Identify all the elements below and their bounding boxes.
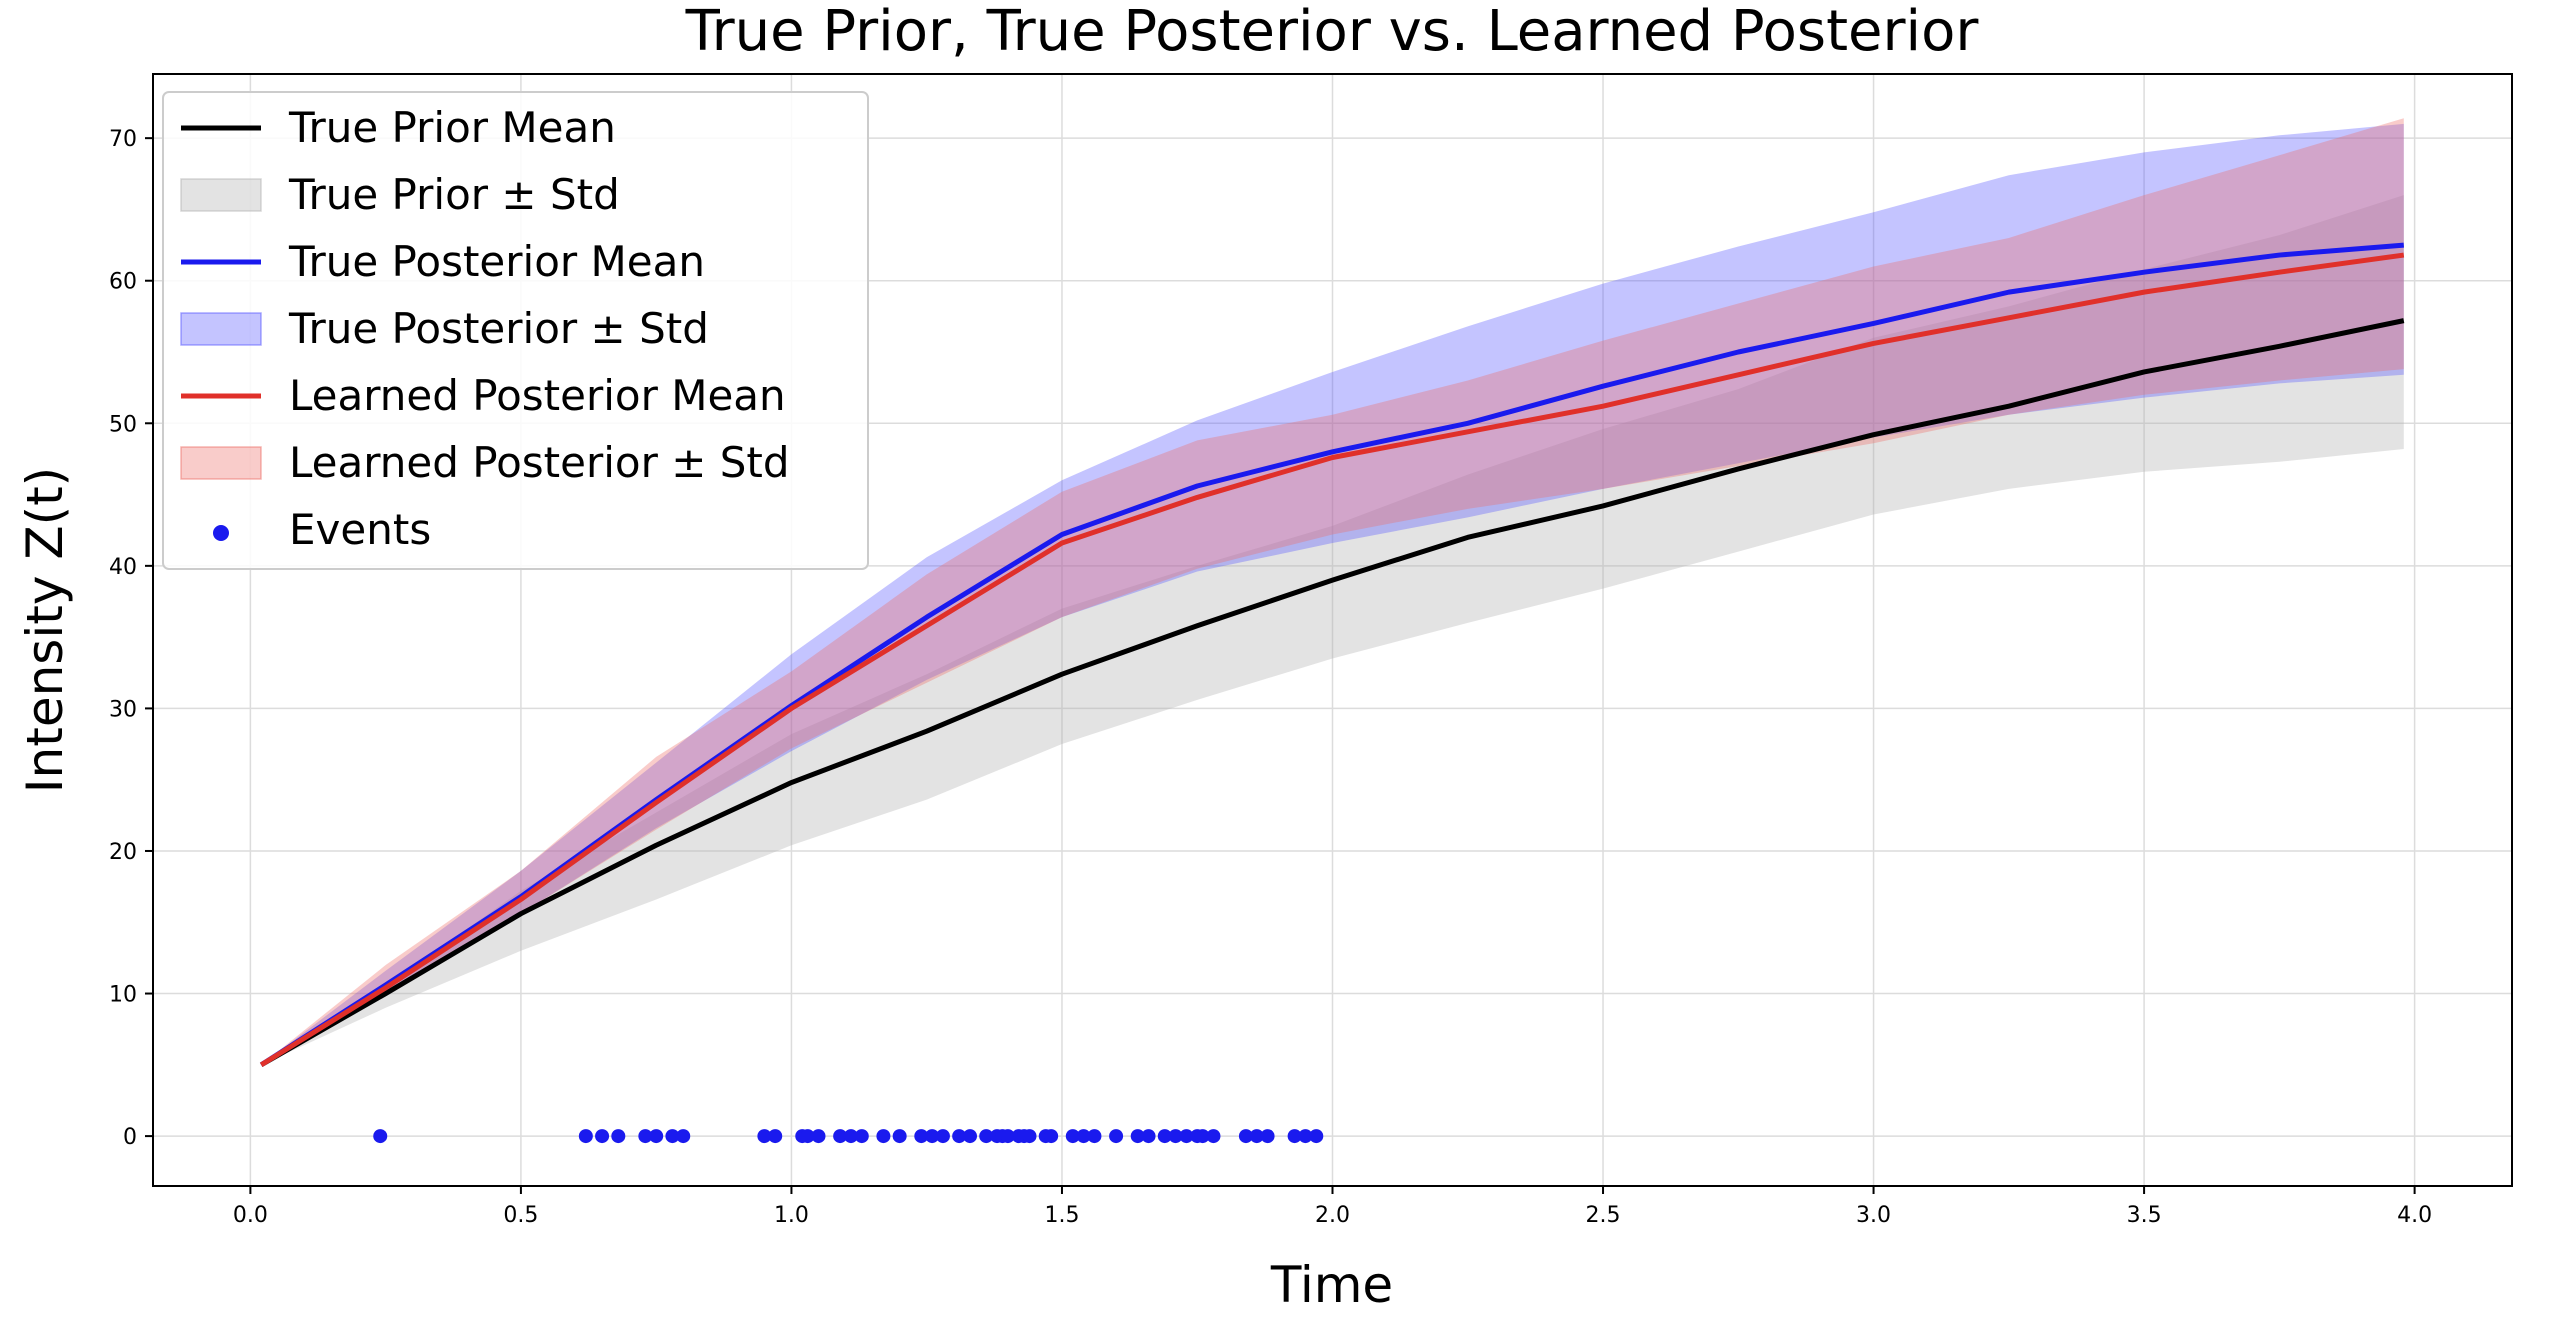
axis-ticks: 0.0 0.5 1.0 1.5 2.0 2.5 3.0 3.5 4.0 0 10 20 30 40 50 60… [109, 127, 2432, 1228]
y-tick-label: 60 [109, 270, 137, 295]
legend-label: Learned Posterior Mean [289, 371, 786, 420]
y-axis-label: Intensity Z(t) [16, 467, 74, 793]
legend-swatch-band [180, 178, 262, 212]
event-point [1249, 1129, 1264, 1144]
event-point [1179, 1129, 1194, 1144]
event-point [914, 1129, 929, 1144]
legend-label: Events [289, 505, 431, 554]
x-tick-label: 2.0 [1315, 1203, 1350, 1228]
line-true-prior-mean [259, 318, 2405, 1067]
legend-swatch-band [180, 446, 262, 480]
legend-swatch-band [180, 312, 262, 346]
y-tick-label: 50 [109, 412, 137, 437]
events [373, 1129, 1324, 1144]
event-point [1076, 1129, 1091, 1144]
x-tick-label: 4.0 [2397, 1203, 2432, 1228]
line-learned-posterior-mean [259, 252, 2405, 1067]
event-point [1022, 1129, 1037, 1144]
event-point [925, 1129, 940, 1144]
x-tick-label: 3.0 [1856, 1203, 1891, 1228]
y-tick-label: 10 [109, 983, 137, 1008]
y-tick-label: 30 [109, 697, 137, 722]
event-point [1168, 1129, 1183, 1144]
event-point [676, 1129, 691, 1144]
legend-box [162, 91, 869, 570]
event-point [757, 1129, 772, 1144]
event-point [1309, 1129, 1324, 1144]
event-point [1260, 1129, 1275, 1144]
legend-label: True Posterior ± Std [288, 304, 709, 353]
event-point [1000, 1129, 1015, 1144]
y-tick-label: 40 [109, 555, 137, 580]
event-point [979, 1129, 994, 1144]
legend-label: True Prior ± Std [288, 170, 620, 219]
legend-swatch-point [213, 525, 229, 541]
event-point [1044, 1129, 1059, 1144]
event-point [843, 1129, 858, 1144]
event-point [1141, 1129, 1156, 1144]
event-point [1238, 1129, 1253, 1144]
legend: True Prior Mean True Prior ± Std True Post… [162, 91, 869, 570]
event-point [1065, 1129, 1080, 1144]
event-point [595, 1129, 610, 1144]
event-point [800, 1129, 815, 1144]
x-tick-label: 3.5 [2127, 1203, 2162, 1228]
event-point [935, 1129, 950, 1144]
y-tick-label: 20 [109, 840, 137, 865]
lines [259, 242, 2405, 1067]
event-point [952, 1129, 967, 1144]
event-point [1157, 1129, 1172, 1144]
event-point [854, 1129, 869, 1144]
chart-title: True Prior, True Posterior vs. Learned P… [685, 0, 1980, 64]
event-point [1287, 1129, 1302, 1144]
bands [261, 118, 2404, 1065]
band-true-prior-std [261, 195, 2404, 1065]
x-tick-label: 1.5 [1044, 1203, 1079, 1228]
event-point [768, 1129, 783, 1144]
legend-label: True Prior Mean [288, 103, 616, 152]
event-point [1206, 1129, 1221, 1144]
event-point [876, 1129, 891, 1144]
legend-label: True Posterior Mean [288, 237, 705, 286]
event-point [962, 1129, 977, 1144]
x-tick-label: 2.5 [1586, 1203, 1621, 1228]
event-point [638, 1129, 653, 1144]
event-point [811, 1129, 826, 1144]
y-tick-label: 0 [123, 1125, 137, 1150]
event-point [1109, 1129, 1124, 1144]
x-tick-label: 0.5 [503, 1203, 538, 1228]
x-tick-label: 0.0 [233, 1203, 268, 1228]
band-true-posterior-std [261, 123, 2404, 1065]
x-axis-label: Time [1270, 1256, 1393, 1314]
legend-label: Learned Posterior ± Std [289, 438, 790, 487]
event-point [611, 1129, 626, 1144]
event-point [1195, 1129, 1210, 1144]
event-point [665, 1129, 680, 1144]
x-tick-label: 1.0 [774, 1203, 809, 1228]
event-point [1130, 1129, 1145, 1144]
event-point [1087, 1129, 1102, 1144]
event-point [833, 1129, 848, 1144]
event-point [578, 1129, 593, 1144]
event-point [649, 1129, 664, 1144]
y-tick-label: 70 [109, 127, 137, 152]
event-point [892, 1129, 907, 1144]
band-learned-posterior-std [261, 118, 2404, 1065]
event-point [1298, 1129, 1313, 1144]
event-point [373, 1129, 388, 1144]
